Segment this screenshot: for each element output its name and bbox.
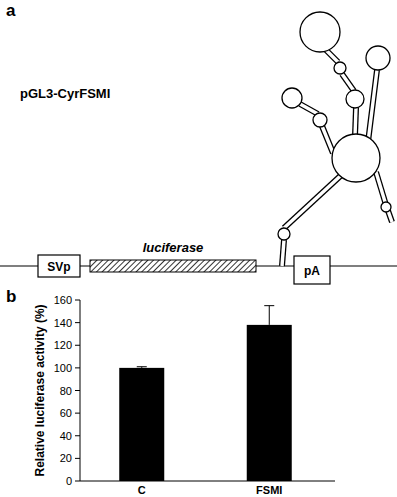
stem-inner [368, 70, 377, 142]
stem-outer [342, 74, 354, 91]
error-stem [269, 306, 270, 325]
stem-inner [284, 168, 349, 228]
error-cap [264, 305, 274, 306]
gene-label: luciferase [143, 240, 204, 255]
stem-loop [278, 12, 392, 266]
y-tick [75, 300, 80, 301]
bar [247, 325, 292, 481]
construct-name: pGL3-CyrFSMI [20, 86, 110, 101]
loop [300, 12, 340, 52]
x-axis [80, 481, 335, 482]
y-tick-label: 60 [60, 407, 72, 419]
y-tick [75, 435, 80, 436]
stem-outer [355, 108, 356, 136]
stem-outer [326, 50, 338, 62]
y-tick [75, 458, 80, 459]
stem-outer [282, 240, 284, 266]
loop [278, 228, 290, 240]
loop [334, 62, 346, 74]
stem-inner [376, 172, 386, 205]
x-tick-label: FSMI [256, 484, 282, 496]
stem-inner [300, 104, 318, 114]
loop [381, 202, 391, 212]
panel-label: a [6, 1, 16, 20]
y-tick-label: 80 [60, 385, 72, 397]
error-bar [137, 367, 147, 368]
error-cap [137, 366, 147, 367]
stem-outer [284, 168, 349, 228]
loop [346, 90, 364, 108]
bar [119, 368, 164, 481]
stem-inner [282, 240, 284, 266]
x-tick-label: C [138, 484, 146, 496]
stem-inner [342, 74, 354, 91]
stem-outer [376, 172, 386, 205]
panel-label: b [6, 287, 16, 306]
y-tick [75, 413, 80, 414]
figure: a pGL3-CyrFSMI SVp luciferase pA b 0 20 40 60 80 10… [0, 0, 397, 497]
loop [366, 46, 390, 70]
stem-outer [322, 126, 333, 153]
loop [332, 134, 380, 182]
promoter-box [38, 255, 80, 277]
y-tick-label: 140 [54, 317, 72, 329]
y-axis-label: Relative luciferase activity (%) [33, 304, 47, 476]
y-tick-label: 0 [66, 475, 72, 487]
loop [282, 88, 302, 108]
stem-outer [368, 70, 377, 142]
luciferase-gene [90, 260, 256, 272]
y-tick-label: 100 [54, 362, 72, 374]
y-tick [75, 345, 80, 346]
y-tick-label: 120 [54, 339, 72, 351]
y-tick-label: 160 [54, 294, 72, 306]
y-tick [75, 322, 80, 323]
stem-inner [326, 50, 338, 62]
stem-inner [355, 108, 356, 136]
polya-label: pA [304, 264, 320, 278]
y-tick [75, 367, 80, 368]
error-bar [264, 306, 274, 325]
y-tick [75, 481, 80, 482]
y-tick [75, 390, 80, 391]
polya-box [294, 256, 330, 284]
y-tick-label: 20 [60, 452, 72, 464]
stem-outer [300, 104, 318, 114]
stem-inner [322, 126, 333, 153]
loop [313, 113, 327, 127]
promoter-label: SVp [47, 260, 70, 274]
y-tick-label: 40 [60, 430, 72, 442]
bars [119, 306, 292, 481]
